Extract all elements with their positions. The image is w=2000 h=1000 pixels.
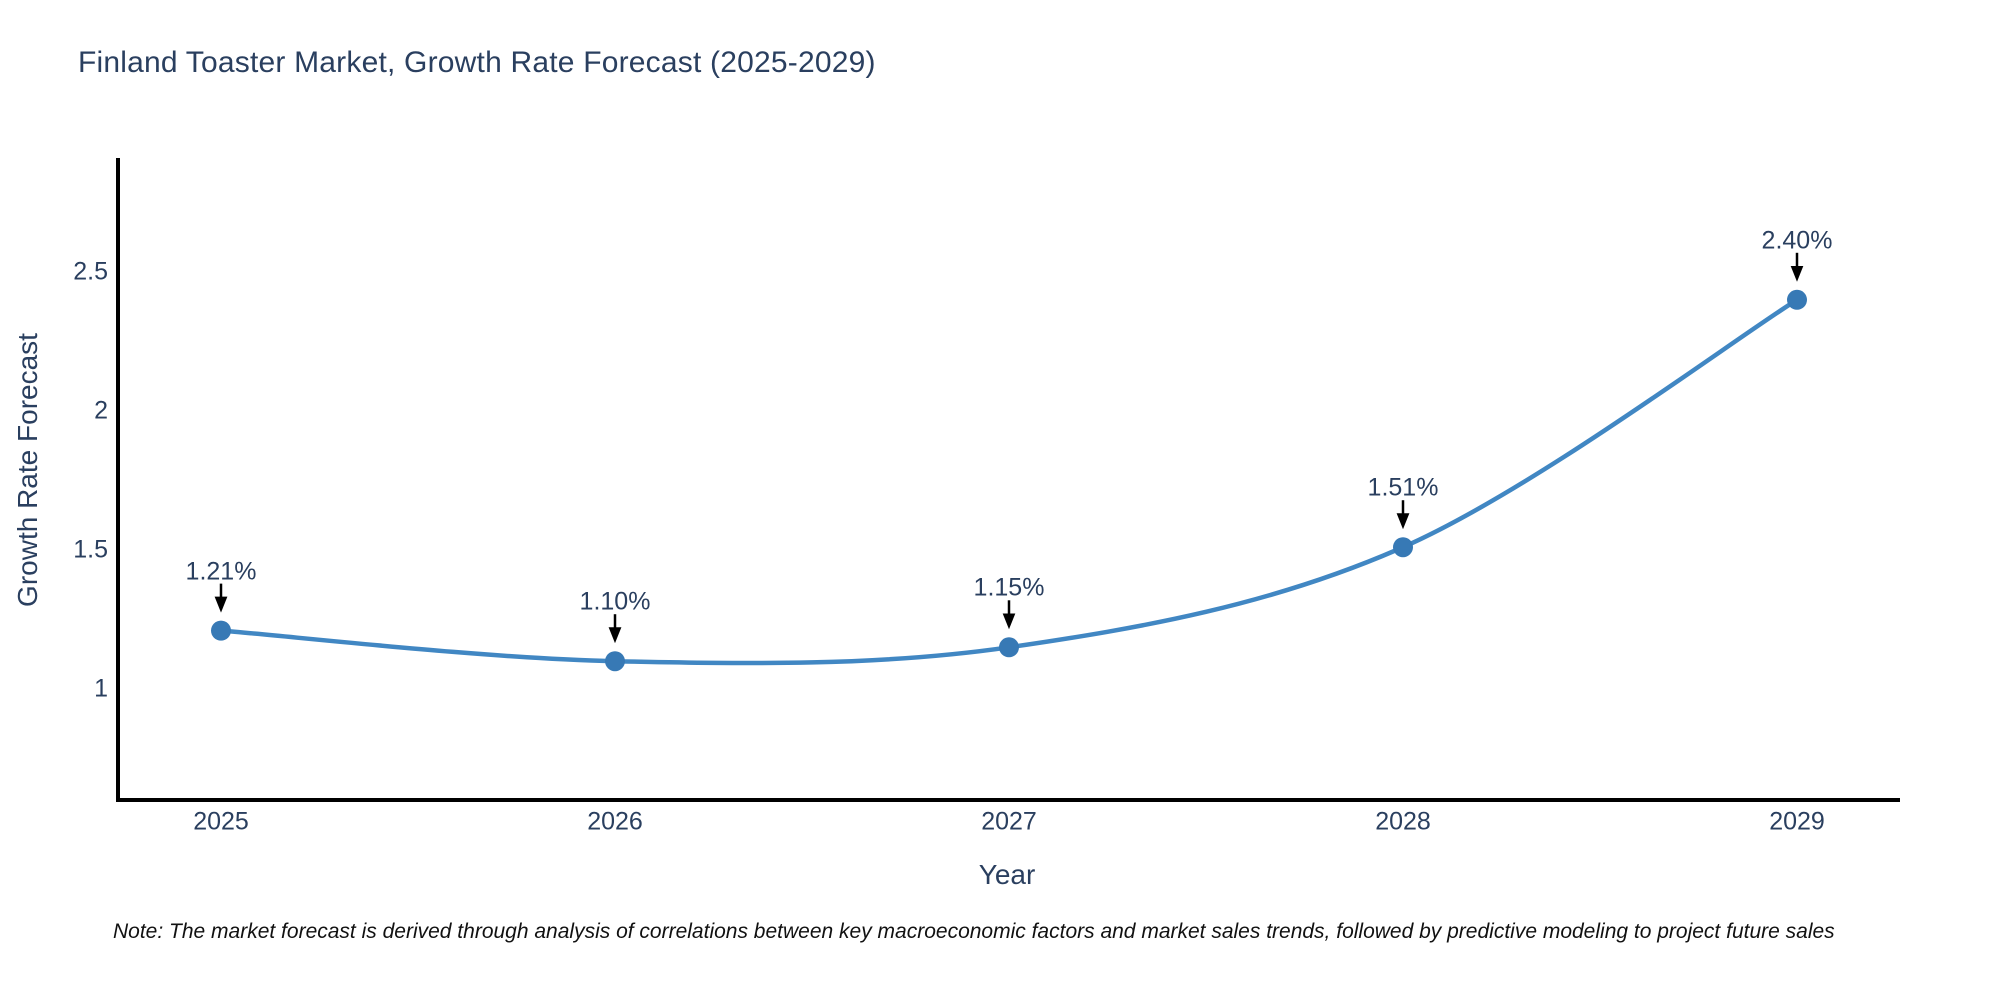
y-tick-label: 2.5 [73, 257, 108, 286]
point-label: 1.15% [973, 573, 1045, 602]
x-tick-label: 2026 [587, 807, 643, 836]
data-point-2027 [999, 637, 1019, 658]
series-markers [211, 289, 1807, 672]
y-axis-title: Growth Rate Forecast [12, 333, 43, 607]
chart-title: Finland Toaster Market, Growth Rate Fore… [78, 46, 876, 79]
footnote: Note: The market forecast is derived thr… [113, 920, 1835, 943]
data-point-2025 [211, 620, 231, 641]
y-axis-spine [116, 158, 120, 802]
point-label: 1.10% [579, 587, 651, 616]
x-axis-spine [116, 798, 1900, 802]
x-tick-label: 2025 [193, 807, 249, 836]
x-tick-label: 2028 [1375, 807, 1431, 836]
point-label: 1.51% [1367, 473, 1439, 502]
point-label: 1.21% [185, 557, 257, 586]
annotation-arrows [214, 252, 1804, 644]
x-axis-title: Year [978, 859, 1036, 890]
data-point-2028 [1393, 537, 1413, 558]
x-tick-label: 2029 [1769, 807, 1825, 836]
y-tick-label: 2 [94, 396, 108, 425]
x-tick-label: 2027 [981, 807, 1037, 836]
y-tick-label: 1 [94, 674, 108, 703]
y-tick-label: 1.5 [73, 535, 108, 564]
point-label: 2.40% [1761, 226, 1833, 255]
data-point-2026 [605, 651, 625, 672]
data-point-2029 [1787, 289, 1807, 310]
